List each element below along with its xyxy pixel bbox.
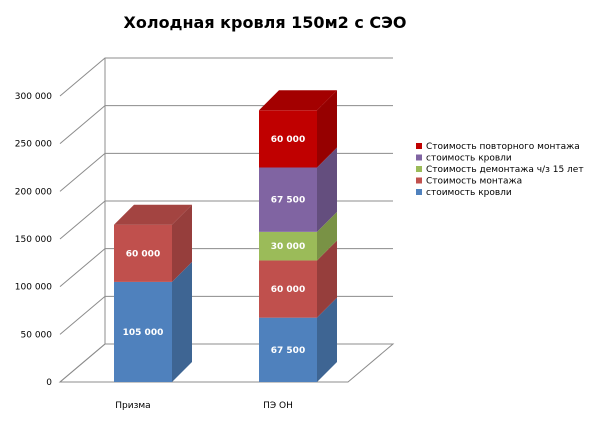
bar-segment: 60 000	[259, 240, 337, 318]
bar-segment: 67 500	[259, 147, 337, 232]
legend-swatch	[416, 189, 422, 195]
legend-swatch	[416, 177, 422, 184]
bar-front	[259, 317, 317, 382]
bar-front	[259, 167, 317, 232]
gridline	[59, 152, 393, 192]
x-category-label: ПЭ ОН	[263, 401, 293, 411]
legend: Стоимость повторного монтажа стоимость кр…	[416, 142, 584, 198]
data-label: 60 000	[271, 135, 305, 145]
y-axis-ticks: 0 50 000 100 000 150 000 200 000 250 000 300 0…	[15, 92, 52, 388]
legend-item: стоимость кровли	[426, 188, 512, 198]
bar-segment: 60 000	[114, 204, 192, 282]
gridline	[59, 57, 393, 97]
bar-segment: 67 500	[259, 297, 337, 382]
bar-side	[317, 90, 337, 168]
legend-item: Стоимость монтажа	[426, 177, 522, 187]
data-label: 67 500	[271, 196, 305, 206]
y-tick-label: 300 000	[15, 92, 52, 102]
data-label: 60 000	[271, 285, 305, 295]
gridline	[59, 295, 393, 335]
bar-side	[317, 240, 337, 318]
data-label: 30 000	[271, 242, 305, 252]
y-tick-label: 150 000	[15, 235, 52, 245]
legend-item: Стоимость повторного монтажа	[426, 142, 580, 152]
data-label: 67 500	[271, 346, 305, 356]
chart-title: Холодная кровля 150м2 с СЭО	[124, 13, 407, 32]
bar-front	[259, 260, 317, 318]
bar-side	[317, 147, 337, 232]
bar-front	[114, 224, 172, 282]
legend-swatch	[416, 143, 422, 149]
y-tick-label: 200 000	[15, 187, 52, 197]
x-category-label: Призма	[115, 401, 150, 411]
y-tick-label: 100 000	[15, 283, 52, 293]
data-label: 105 000	[123, 328, 164, 338]
bar-side	[172, 261, 192, 382]
bar-front	[259, 231, 317, 261]
legend-swatch	[416, 166, 422, 172]
y-tick-label: 0	[46, 378, 52, 388]
bar-segment: 30 000	[259, 211, 337, 261]
bar-top	[114, 204, 192, 225]
bars: 105 000 60 000 67 500 60 000 30 000 67 500 60 …	[114, 90, 337, 382]
bar-side	[317, 211, 337, 261]
bar-segment: 105 000	[114, 261, 192, 382]
gridlines	[59, 57, 393, 335]
x-axis-categories: Призма ПЭ ОН	[115, 401, 293, 411]
gridline	[59, 248, 393, 288]
gridline	[59, 200, 393, 240]
legend-swatch	[416, 154, 422, 161]
y-tick-label: 50 000	[21, 330, 53, 340]
floor	[58, 343, 395, 383]
legend-item: Стоимость демонтажа ч/з 15 лет	[426, 165, 584, 175]
bar-front	[114, 281, 172, 382]
data-label: 60 000	[126, 249, 160, 259]
bar-segment: 60 000	[259, 90, 337, 168]
bar-front	[259, 110, 317, 168]
chart-walls	[58, 58, 395, 383]
bar-side	[172, 204, 192, 282]
gridline	[59, 105, 393, 145]
y-tick-label: 250 000	[15, 140, 52, 150]
legend-item: стоимость кровли	[426, 154, 512, 164]
bar-top	[259, 90, 337, 111]
bar-side	[317, 297, 337, 382]
